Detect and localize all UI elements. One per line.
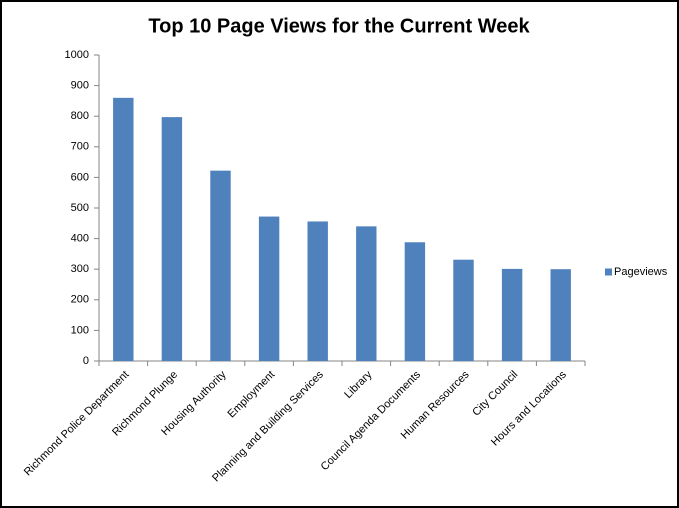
y-tick-label: 100 — [71, 324, 89, 336]
y-tick-label: 0 — [83, 355, 89, 367]
y-tick-label: 700 — [71, 141, 89, 153]
y-tick-label: 300 — [71, 263, 89, 275]
y-tick-label: 1000 — [65, 49, 89, 61]
bar — [453, 259, 474, 361]
y-tick-label: 400 — [71, 233, 89, 245]
y-tick-label: 200 — [71, 294, 89, 306]
bar — [210, 170, 231, 361]
bar — [356, 226, 377, 361]
bar — [404, 242, 426, 361]
bar — [307, 221, 328, 361]
bar — [258, 216, 280, 361]
bar — [501, 268, 523, 361]
legend-label: Pageviews — [614, 266, 668, 278]
bar — [550, 269, 571, 361]
y-tick-label: 900 — [71, 80, 89, 92]
y-tick-label: 600 — [71, 171, 89, 183]
bar — [113, 97, 134, 361]
y-tick-label: 800 — [71, 110, 89, 122]
y-tick-label: 500 — [71, 202, 89, 214]
bar — [161, 117, 183, 361]
chart-title: Top 10 Page Views for the Current Week — [148, 15, 530, 37]
legend-swatch — [605, 268, 612, 276]
